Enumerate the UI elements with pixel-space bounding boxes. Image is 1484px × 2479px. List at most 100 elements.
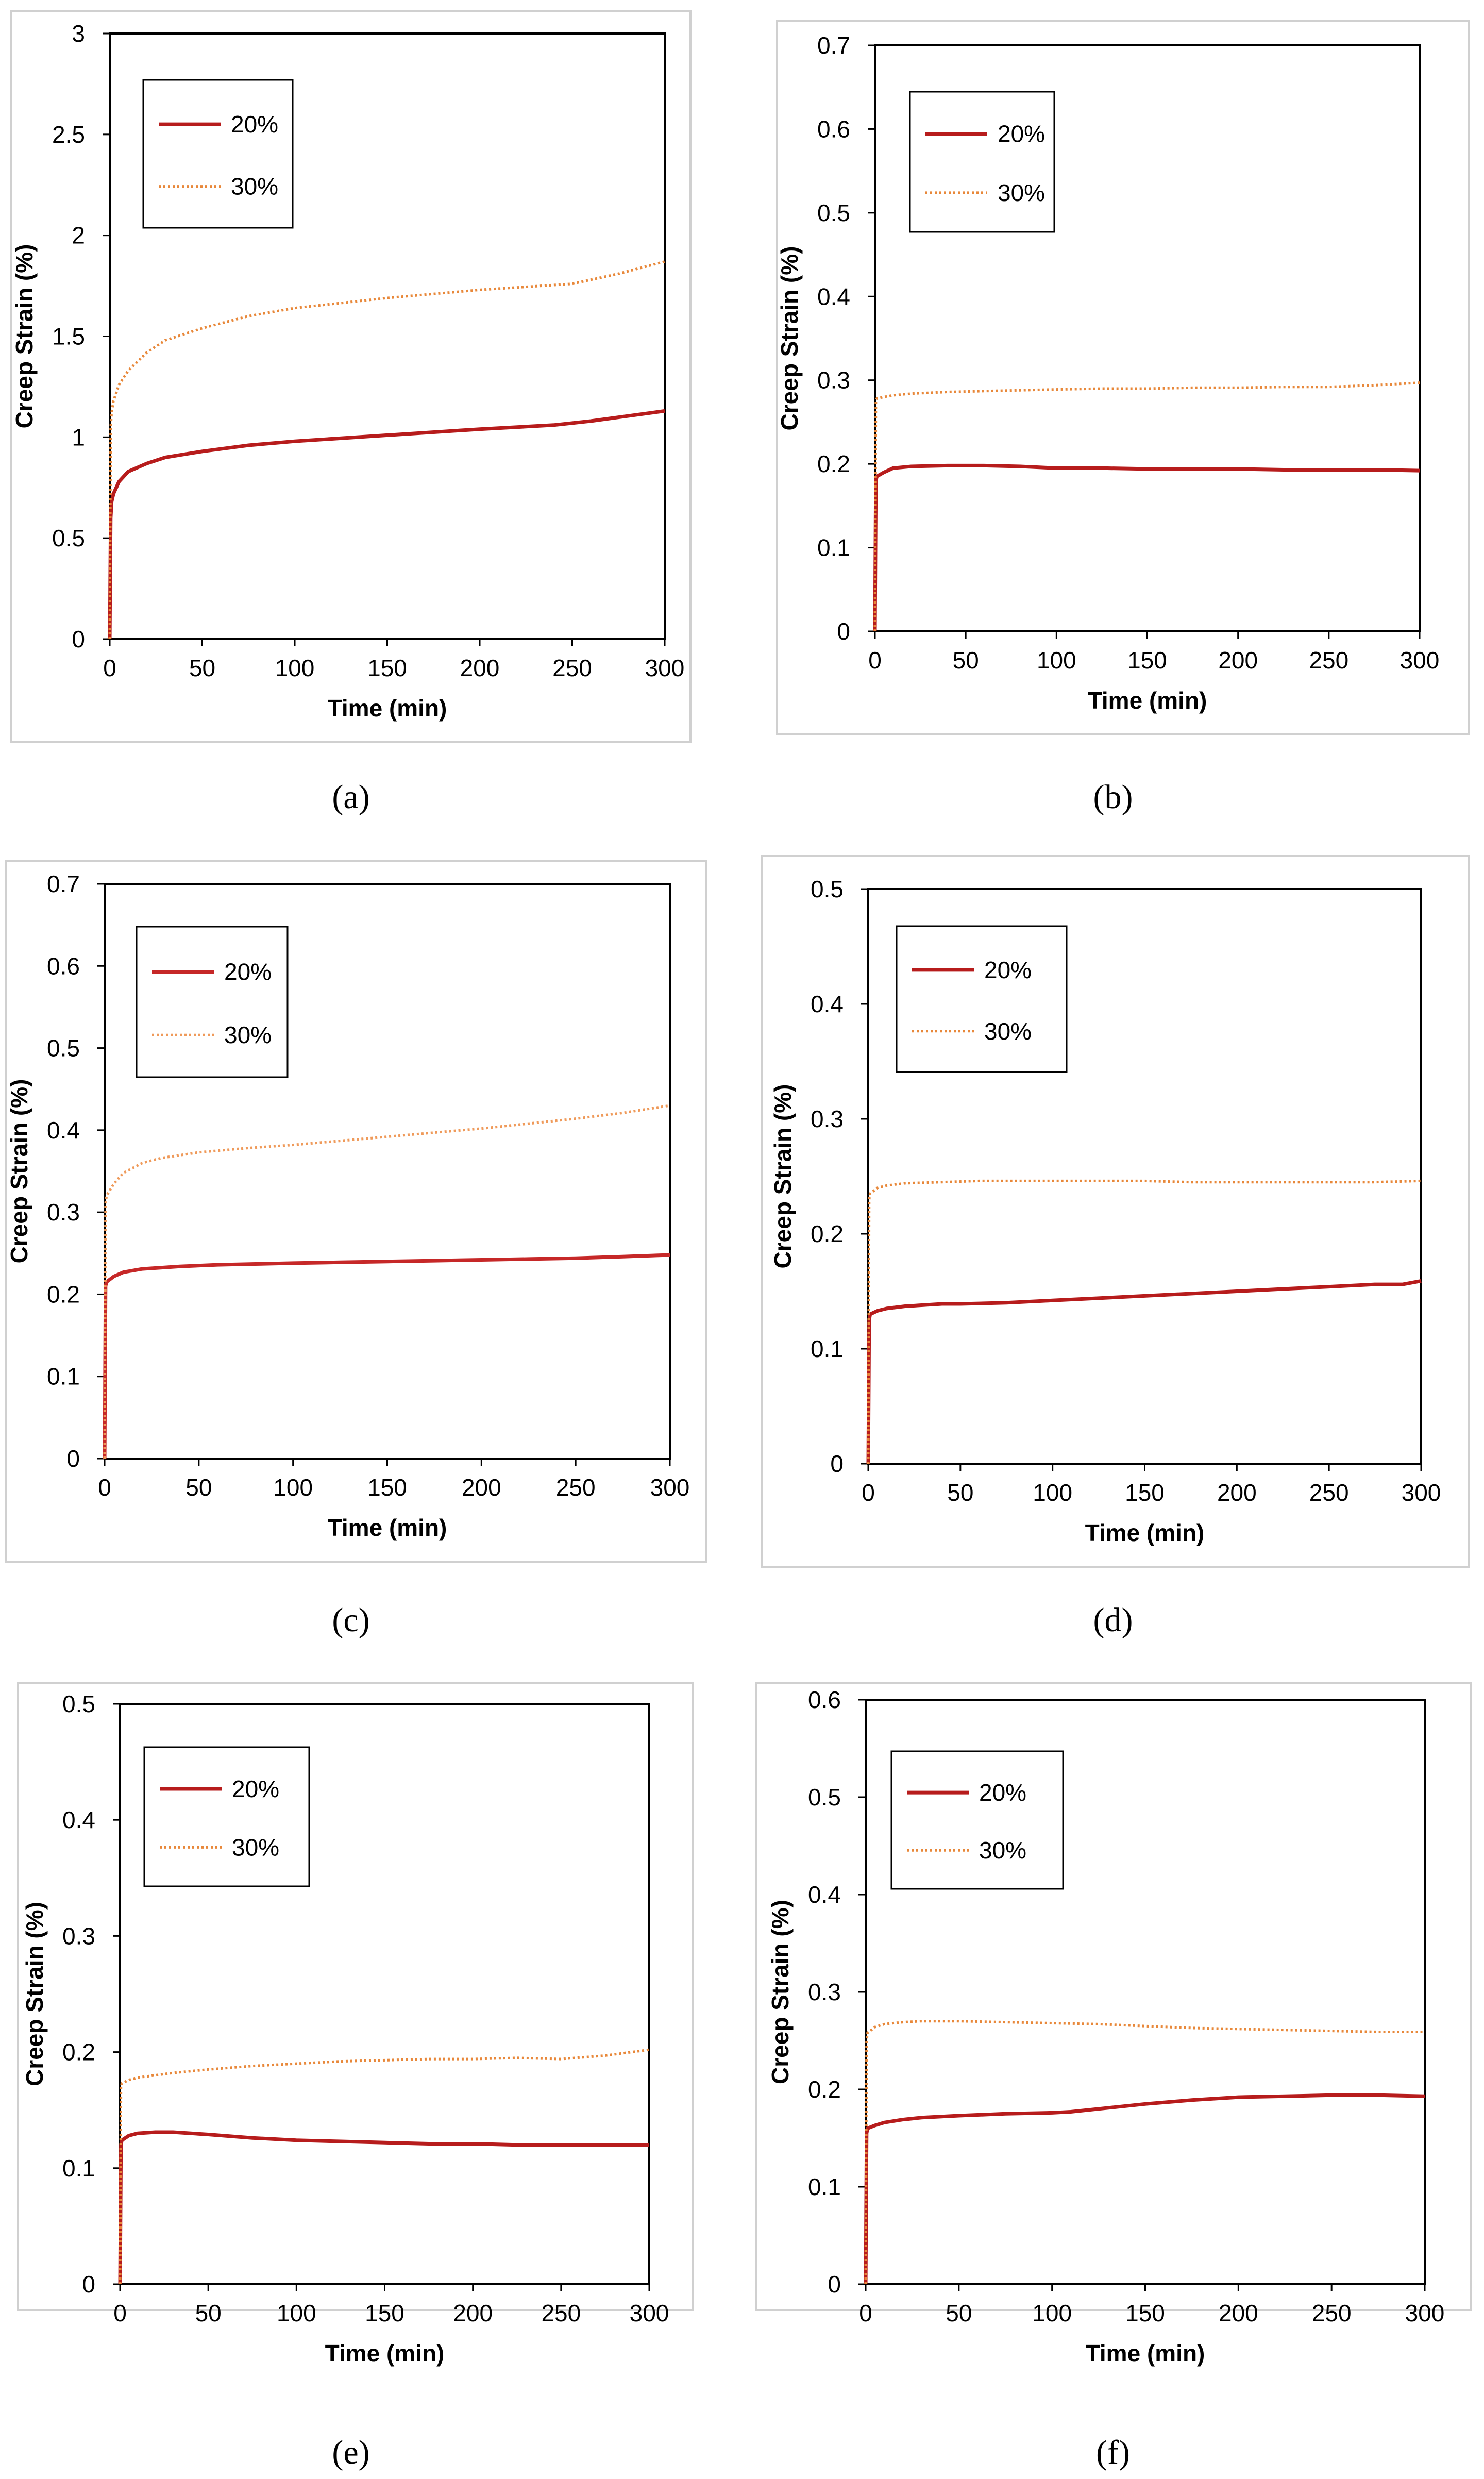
x-tick-label: 100 bbox=[273, 1474, 313, 1501]
y-tick-label: 0.5 bbox=[62, 1690, 95, 1717]
legend: 20% 30% bbox=[896, 925, 1068, 1073]
series-line-2 bbox=[873, 381, 1420, 632]
chart-panel-d: 0 50 100 150 200 250 300 0 0.1 0.2 0.3 0.4 0.5 Time (… bbox=[761, 855, 1470, 1568]
series-line-1 bbox=[118, 2130, 649, 2285]
series-line-1 bbox=[103, 1253, 670, 1459]
x-tick-label: 200 bbox=[462, 1474, 501, 1501]
x-tick-label: 50 bbox=[947, 1479, 973, 1506]
y-tick-label: 0.5 bbox=[808, 1784, 841, 1811]
legend-label-1: 20% bbox=[232, 1775, 279, 1802]
x-tick-label: 50 bbox=[195, 2300, 222, 2326]
y-axis-label: Creep Strain (%) bbox=[776, 246, 803, 431]
y-tick-label: 0.5 bbox=[817, 199, 850, 226]
y-tick-label: 0.5 bbox=[47, 1035, 80, 1062]
panel-frame bbox=[761, 855, 1470, 1568]
y-tick-label: 0 bbox=[828, 2271, 841, 2298]
legend-label-2: 30% bbox=[979, 1837, 1026, 1864]
y-tick-label: 0 bbox=[837, 618, 850, 645]
x-tick-label: 0 bbox=[103, 655, 116, 681]
x-tick-label: 150 bbox=[367, 1474, 407, 1501]
legend-box bbox=[896, 925, 1068, 1073]
panel-frame bbox=[776, 20, 1470, 735]
legend-label-1: 20% bbox=[231, 111, 278, 138]
y-tick-label: 0.3 bbox=[808, 1979, 841, 2005]
x-tick-label: 0 bbox=[859, 2300, 872, 2326]
x-tick-label: 100 bbox=[275, 655, 315, 681]
chart-panel-b: 0 50 100 150 200 250 300 0 0.1 0.2 0.3 0.4 0.5 0.6 0.7… bbox=[776, 20, 1470, 735]
x-tick-label: 0 bbox=[98, 1474, 111, 1501]
x-axis-label: Time (min) bbox=[1085, 1519, 1205, 1546]
panel-caption-a: (a) bbox=[332, 778, 369, 816]
x-tick-label: 200 bbox=[1218, 647, 1258, 674]
series-line-1 bbox=[873, 463, 1420, 632]
y-tick-label: 0.7 bbox=[817, 32, 850, 59]
legend: 20% 30% bbox=[909, 91, 1055, 233]
y-tick-label: 0.3 bbox=[817, 367, 850, 394]
series-line-1 bbox=[864, 2093, 1425, 2285]
y-axis-label: Creep Strain (%) bbox=[11, 244, 38, 429]
y-tick-label: 0.3 bbox=[62, 1922, 95, 1949]
x-axis-label: Time (min) bbox=[1088, 687, 1207, 714]
legend-label-2: 30% bbox=[224, 1021, 272, 1048]
panel-caption-f: (f) bbox=[1096, 2434, 1130, 2471]
y-tick-label: 0.3 bbox=[47, 1199, 80, 1226]
x-tick-label: 0 bbox=[113, 2300, 127, 2326]
y-tick-label: 0.6 bbox=[808, 1686, 841, 1713]
chart-panel-e: 0 50 100 150 200 250 300 0 0.1 0.2 0.3 0.4 0.5 Time (… bbox=[17, 1682, 694, 2367]
legend-box bbox=[136, 926, 289, 1078]
y-tick-label: 0.1 bbox=[47, 1363, 80, 1390]
y-tick-label: 0.4 bbox=[808, 1881, 841, 1908]
y-tick-label: 0.6 bbox=[817, 115, 850, 142]
y-tick-label: 0.4 bbox=[62, 1806, 95, 1833]
legend-box bbox=[909, 91, 1055, 233]
x-tick-label: 150 bbox=[365, 2300, 404, 2326]
x-tick-label: 150 bbox=[1125, 2300, 1165, 2326]
x-axis-label: Time (min) bbox=[325, 2340, 445, 2367]
y-tick-label: 0.1 bbox=[817, 534, 850, 561]
y-tick-label: 1 bbox=[72, 424, 85, 450]
panel-frame bbox=[17, 1682, 694, 2311]
panel-caption-b: (b) bbox=[1093, 778, 1133, 816]
y-tick-label: 0.5 bbox=[52, 525, 85, 551]
x-tick-label: 300 bbox=[1400, 647, 1440, 674]
x-tick-label: 250 bbox=[1312, 2300, 1352, 2326]
x-tick-label: 150 bbox=[1127, 647, 1167, 674]
series-line-2 bbox=[867, 1179, 1422, 1464]
y-tick-label: 0.7 bbox=[47, 870, 80, 897]
legend-label-2: 30% bbox=[231, 173, 278, 200]
panel-frame bbox=[755, 1682, 1472, 2311]
x-tick-label: 150 bbox=[367, 655, 407, 681]
x-tick-label: 50 bbox=[185, 1474, 212, 1501]
y-tick-label: 0.2 bbox=[811, 1220, 844, 1247]
x-tick-label: 200 bbox=[1219, 2300, 1258, 2326]
x-tick-label: 50 bbox=[189, 655, 215, 681]
y-tick-label: 0 bbox=[72, 626, 85, 652]
chart-panel-f: 0 50 100 150 200 250 300 0 0.1 0.2 0.3 0.4 0.5 0.6 Tim… bbox=[755, 1682, 1472, 2367]
x-tick-label: 250 bbox=[556, 1474, 596, 1501]
series-line-2 bbox=[103, 1104, 670, 1459]
series-line-1 bbox=[866, 1279, 1422, 1464]
chart-panel-a: 0 50 100 150 200 250 300 0 0.5 1 1.5 2 2.5 3 Time (min… bbox=[10, 10, 692, 743]
legend: 20% 30% bbox=[136, 926, 289, 1078]
panel-caption-c: (c) bbox=[332, 1601, 369, 1639]
panel-caption-d: (d) bbox=[1093, 1601, 1133, 1639]
y-tick-label: 1.5 bbox=[52, 323, 85, 350]
legend-box bbox=[142, 79, 294, 229]
y-tick-label: 0.1 bbox=[808, 2173, 841, 2200]
y-tick-label: 0.3 bbox=[811, 1105, 844, 1132]
y-tick-label: 0.1 bbox=[62, 2155, 95, 2182]
x-tick-label: 100 bbox=[1033, 1479, 1072, 1506]
series-line-2 bbox=[108, 260, 665, 640]
x-tick-label: 300 bbox=[1402, 1479, 1441, 1506]
y-tick-label: 0.1 bbox=[811, 1335, 844, 1362]
x-tick-label: 250 bbox=[541, 2300, 581, 2326]
legend: 20% 30% bbox=[142, 79, 294, 229]
panel-frame bbox=[10, 10, 692, 743]
x-tick-label: 100 bbox=[1037, 647, 1076, 674]
legend: 20% 30% bbox=[143, 1746, 310, 1887]
legend-label-1: 20% bbox=[984, 957, 1032, 983]
x-tick-label: 300 bbox=[1405, 2300, 1445, 2326]
y-tick-label: 2 bbox=[72, 222, 85, 249]
legend-label-1: 20% bbox=[979, 1779, 1026, 1806]
